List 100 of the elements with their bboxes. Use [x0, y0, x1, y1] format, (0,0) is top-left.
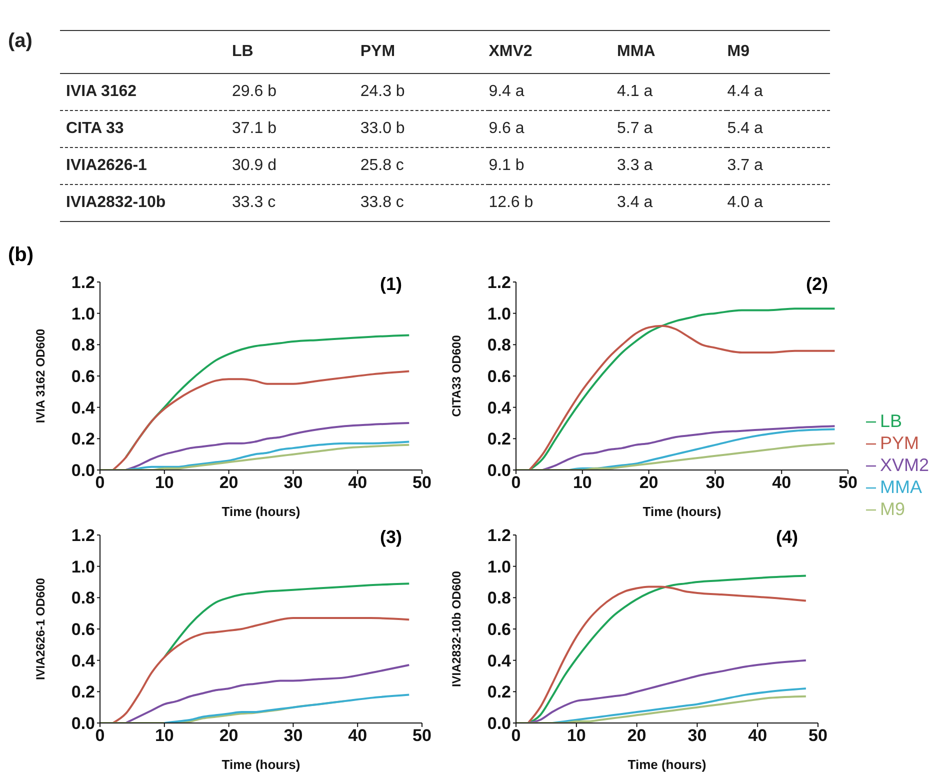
data-label: 30.9 d: [232, 156, 278, 176]
data-label: 33.0 b: [360, 119, 406, 139]
x-tick-label: XMV2: [488, 42, 534, 62]
line-series: [124, 664, 410, 723]
y-tick-label: IVIA2626-1: [65, 156, 148, 176]
chart-title: (4): [776, 527, 798, 548]
data-label: 5.4 a: [727, 119, 764, 139]
x-tick-label: 30: [706, 473, 725, 492]
data-label: 5.7 a: [617, 119, 654, 139]
y-tick-label: 1.0: [71, 557, 95, 576]
x-tick-label: 40: [348, 726, 368, 746]
y-tick-label: 0.8: [487, 588, 511, 608]
x-tick-label: 50: [412, 473, 432, 492]
x-axis-title: Time (hours): [222, 757, 300, 772]
x-tick-label: 0: [95, 726, 105, 746]
y-tick-label: 0.8: [71, 336, 95, 355]
y-tick-label: 0.4: [71, 651, 96, 670]
data-label: 4.1 a: [617, 82, 654, 102]
y-tick-label: CITA 33: [65, 119, 125, 139]
y-tick-label: 0.4: [71, 398, 96, 418]
y-tick-label: 0.8: [71, 588, 95, 608]
legend-label: M9: [880, 499, 906, 519]
x-tick-label: LB: [232, 42, 254, 62]
y-tick-label: 0.0: [487, 714, 511, 734]
y-tick-label: IVIA 3162: [65, 82, 138, 102]
data-label: 9.4 a: [488, 82, 526, 102]
data-label: 3.7 a: [727, 156, 764, 176]
y-tick-label: 0.6: [71, 620, 95, 640]
chart-title: (2): [806, 274, 828, 295]
x-tick-label: 30: [688, 726, 707, 746]
x-tick-label: 20: [639, 473, 658, 492]
x-tick-label: 0: [511, 473, 521, 492]
data-label: 25.8 c: [360, 156, 405, 176]
line-series: [163, 694, 410, 723]
legend-label: PYM: [880, 433, 920, 453]
line-series: [551, 688, 807, 723]
data-label: 4.4 a: [727, 82, 764, 102]
x-tick-label: 30: [284, 473, 303, 492]
data-label: 24.3 b: [360, 82, 406, 102]
line-series: [516, 695, 807, 723]
y-tick-label: 1.2: [487, 273, 511, 292]
x-tick-label: 0: [511, 726, 521, 746]
y-tick-label: 0.0: [71, 714, 95, 734]
x-tick-label: 40: [772, 473, 792, 492]
line-series: [112, 617, 410, 723]
x-tick-label: 50: [808, 726, 828, 746]
legend-label: LB: [880, 411, 902, 431]
line-series: [112, 370, 410, 470]
x-tick-label: 0: [95, 473, 105, 492]
y-axis-title: CITA33 OD600: [449, 334, 464, 417]
x-tick-label: 20: [219, 473, 238, 492]
y-tick-label: 1.2: [71, 273, 95, 292]
legend-label: XVM2: [880, 455, 930, 475]
y-tick-label: 0.2: [487, 682, 511, 702]
data-label: 9.6 a: [488, 119, 526, 139]
y-tick-label: 0.0: [71, 461, 95, 480]
y-tick-label: 1.0: [71, 304, 95, 324]
y-tick-label: 0.4: [487, 651, 512, 670]
x-tick-label: 10: [154, 726, 174, 746]
y-tick-label: 0.2: [71, 682, 95, 702]
y-axis-title: IVIA 3162 OD600: [33, 328, 48, 424]
x-tick-label: M9: [727, 42, 751, 62]
line-series: [124, 440, 410, 470]
data-label: 3.4 a: [617, 193, 654, 213]
y-axis-title: IVIA2832-10b OD600: [449, 570, 464, 688]
x-tick-label: 50: [412, 726, 432, 746]
data-label: 4.0 a: [727, 193, 764, 213]
y-tick-label: 0.6: [487, 620, 511, 640]
y-tick-label: 1.2: [487, 526, 511, 546]
x-tick-label: PYM: [360, 42, 396, 62]
line-series: [163, 582, 410, 658]
y-axis-title: IVIA2626-1 OD600: [33, 578, 48, 680]
data-label: 3.3 a: [617, 156, 654, 176]
x-tick-label: 30: [284, 726, 303, 746]
text: (a): [8, 30, 32, 53]
line-series: [568, 428, 836, 470]
y-tick-label: 0.6: [71, 367, 95, 386]
y-tick-label: 0.2: [71, 430, 95, 449]
x-tick-label: 20: [219, 726, 238, 746]
y-tick-label: 1.0: [487, 304, 511, 324]
x-tick-label: 10: [566, 726, 586, 746]
x-tick-label: MMA: [617, 42, 656, 62]
x-tick-label: 40: [748, 726, 768, 746]
y-tick-label: 0.8: [487, 336, 511, 355]
line-series: [542, 425, 836, 470]
x-tick-label: 40: [348, 473, 368, 492]
chart-title: (1): [380, 274, 402, 295]
line-series: [527, 659, 807, 723]
y-tick-label: 0.0: [487, 461, 511, 480]
data-label: 33.3 c: [232, 193, 277, 213]
y-tick-label: 1.2: [71, 526, 95, 546]
line-series: [124, 422, 410, 470]
line-series: [516, 442, 836, 470]
text: (b): [8, 244, 34, 267]
y-tick-label: 0.6: [487, 367, 511, 386]
data-label: 37.1 b: [232, 119, 278, 139]
x-tick-label: 10: [154, 473, 174, 492]
chart-title: (3): [380, 527, 402, 548]
x-tick-label: 10: [572, 473, 592, 492]
x-axis-title: Time (hours): [642, 504, 722, 519]
